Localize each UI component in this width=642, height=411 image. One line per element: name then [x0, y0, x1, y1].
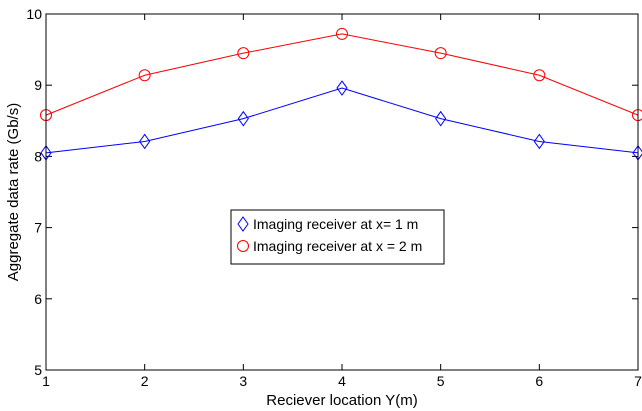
x-axis-label: Reciever location Y(m)	[266, 392, 417, 409]
y-tick-label: 9	[34, 77, 42, 93]
series-2	[40, 27, 642, 122]
data-point-diamond	[139, 133, 151, 150]
series-layer	[40, 27, 642, 161]
data-point-diamond	[435, 110, 447, 127]
data-point-circle	[434, 47, 447, 60]
x-tick-label: 2	[141, 373, 149, 389]
plot-area-frame	[45, 13, 639, 371]
data-point-diamond	[533, 133, 545, 150]
series-line	[45, 33, 639, 116]
x-tick-label: 4	[338, 373, 346, 389]
y-axis-label: Aggregate data rate (Gb/s)	[5, 103, 22, 281]
data-point-circle	[533, 69, 546, 82]
x-tick-label: 6	[535, 373, 543, 389]
x-tick-label: 5	[437, 373, 445, 389]
x-tick-label: 7	[634, 373, 642, 389]
legend-box	[230, 209, 445, 265]
legend-entry-label: Imaging receiver at x = 2 m	[253, 238, 422, 254]
axis-ticks: 1 2 3 4 5 6 7 5 6 7 8 9 10	[26, 6, 642, 389]
y-tick-label: 7	[34, 220, 42, 236]
legend-entry-label: Imaging receiver at x= 1 m	[253, 216, 418, 232]
x-tick-label: 3	[239, 373, 247, 389]
y-tick-label: 8	[34, 148, 42, 164]
series-line	[45, 87, 639, 154]
legend: Imaging receiver at x= 1 m Imaging receiv…	[230, 209, 445, 265]
y-tick-label: 6	[34, 291, 42, 307]
y-tick-label: 5	[34, 362, 42, 378]
data-point-diamond	[336, 80, 348, 96]
legend-marker-diamond	[237, 216, 249, 232]
series-1	[40, 80, 642, 161]
data-point-circle	[237, 47, 250, 60]
data-point-circle	[138, 69, 151, 82]
data-point-circle	[336, 27, 348, 40]
legend-marker-circle	[237, 240, 249, 252]
data-point-diamond	[237, 110, 249, 127]
y-tick-label: 10	[26, 6, 42, 22]
x-tick-label: 1	[42, 373, 50, 389]
